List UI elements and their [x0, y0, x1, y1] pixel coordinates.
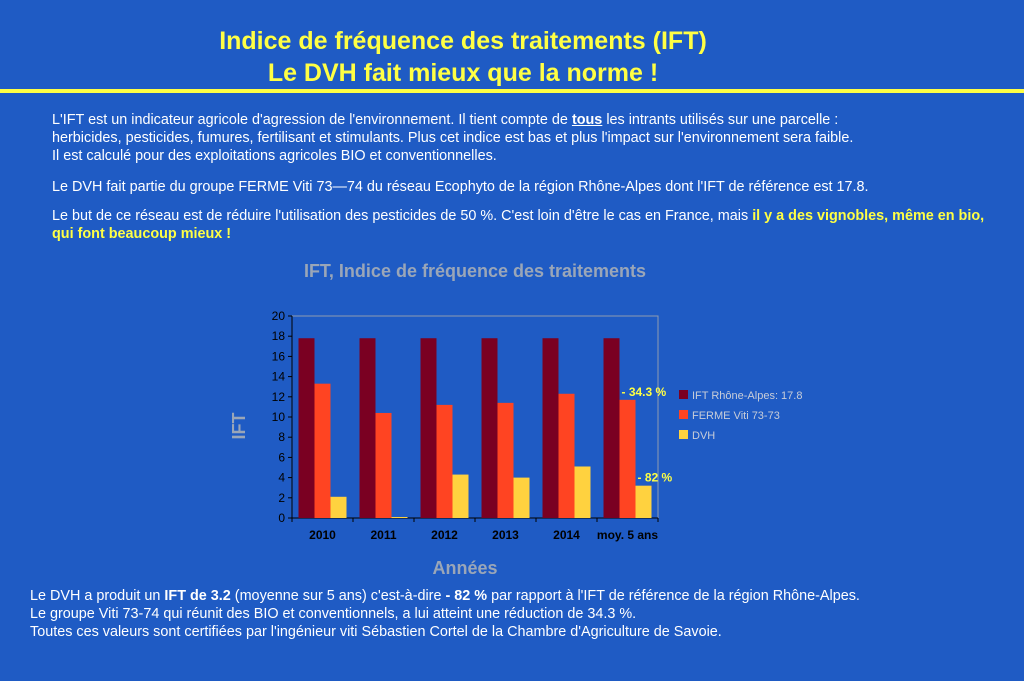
intro-paragraph-1: L'IFT est un indicateur agricole d'agres… — [52, 111, 1002, 165]
legend-swatch — [679, 430, 688, 439]
bar — [619, 399, 636, 518]
legend-label: IFT Rhône-Alpes: 17.8 — [692, 390, 802, 402]
plot-area — [291, 315, 659, 519]
x-tick-label: 2011 — [370, 528, 396, 542]
conclusion-text-part: (moyenne sur 5 ans) c'est-à-dire — [230, 588, 446, 604]
intro-text: Le but de ce réseau est de réduire l'uti… — [52, 208, 753, 224]
x-tick-label: 2012 — [431, 528, 458, 542]
bar — [359, 338, 376, 518]
intro-text: L'IFT est un indicateur agricole d'agres… — [52, 112, 572, 128]
y-tick-label: 18 — [272, 329, 286, 343]
conclusion-reduction: - 82 % — [445, 588, 488, 604]
y-tick-label: 20 — [272, 309, 286, 323]
x-tick-label: 2014 — [553, 528, 580, 542]
header-divider — [0, 89, 1024, 93]
x-tick-label: 2013 — [492, 528, 519, 542]
conclusion-line-2: Le groupe Viti 73-74 qui réunit des BIO … — [30, 606, 637, 622]
legend-label: FERME Viti 73-73 — [692, 410, 780, 422]
bar — [420, 338, 437, 518]
x-axis-title: Années — [432, 558, 497, 578]
bar — [375, 412, 392, 518]
bar — [436, 404, 453, 518]
bar-annotation: - 82 % — [638, 471, 673, 485]
bar — [314, 383, 331, 518]
bar — [497, 402, 514, 518]
y-tick-label: 8 — [278, 430, 285, 444]
intro-paragraph-2: Le DVH fait partie du groupe FERME Viti … — [52, 179, 869, 195]
y-tick-label: 2 — [278, 491, 285, 505]
legend-swatch — [679, 390, 688, 399]
conclusion-text-part: par rapport à l'IFT de référence de la r… — [487, 588, 860, 604]
conclusion-text: Le DVH a produit un IFT de 3.2 (moyenne … — [30, 587, 1010, 641]
ift-bar-chart: IFT, Indice de fréquence des traitements… — [229, 261, 802, 578]
y-tick-label: 14 — [272, 370, 286, 384]
chart-title: IFT, Indice de fréquence des traitements — [304, 261, 646, 281]
page-title: Indice de fréquence des traitements (IFT… — [219, 27, 707, 55]
intro-text: herbicides, pesticides, fumures, fertili… — [52, 130, 854, 146]
bar — [391, 516, 408, 518]
bar — [574, 466, 591, 518]
bar — [298, 338, 315, 518]
bar — [513, 477, 530, 518]
y-axis-title: IFT — [229, 413, 249, 440]
bar — [558, 393, 575, 518]
bar-annotation: - 34.3 % — [622, 385, 667, 399]
y-tick-label: 4 — [278, 471, 285, 485]
y-tick-label: 16 — [272, 349, 286, 363]
legend-swatch — [679, 410, 688, 419]
x-tick-label: moy. 5 ans — [597, 528, 658, 542]
conclusion-line-3: Toutes ces valeurs sont certifiées par l… — [30, 624, 722, 640]
conclusion-ift-value: IFT de 3.2 — [164, 588, 231, 604]
x-tick-label: 2010 — [309, 528, 336, 542]
intro-text: les intrants utilisés sur une parcelle : — [602, 112, 839, 128]
y-tick-label: 12 — [272, 390, 286, 404]
intro-highlight: il y a des vignobles, même en bio, qui f… — [52, 208, 985, 242]
conclusion-text-part: Le DVH a produit un — [30, 588, 165, 604]
legend-label: DVH — [692, 430, 715, 442]
y-tick-label: 0 — [278, 511, 285, 525]
page-subtitle: Le DVH fait mieux que la norme ! — [267, 59, 659, 87]
intro-text: Il est calculé pour des exploitations ag… — [52, 148, 497, 164]
bar — [452, 474, 469, 518]
bar — [635, 485, 652, 518]
y-tick-label: 6 — [278, 450, 285, 464]
intro-paragraph-3: Le but de ce réseau est de réduire l'uti… — [52, 207, 1002, 243]
intro-emphasis: tous — [571, 112, 603, 128]
bar — [330, 496, 347, 518]
bar — [542, 338, 559, 518]
y-tick-label: 10 — [272, 410, 286, 424]
bar — [481, 338, 498, 518]
bar — [603, 338, 620, 518]
